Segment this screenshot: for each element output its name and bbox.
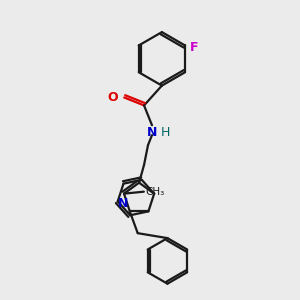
Text: N: N	[147, 126, 157, 139]
Text: CH₃: CH₃	[146, 187, 165, 197]
Text: N: N	[117, 197, 128, 210]
Text: H: H	[161, 126, 170, 139]
Text: O: O	[108, 91, 118, 104]
Text: F: F	[190, 41, 199, 54]
